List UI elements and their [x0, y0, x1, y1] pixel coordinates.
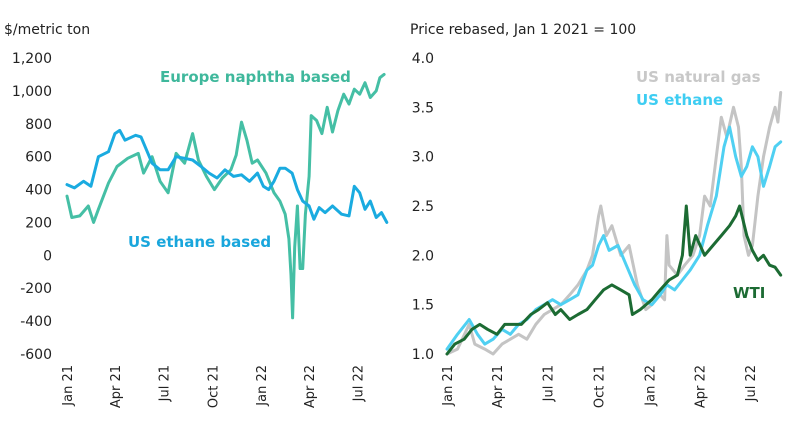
y-tick-label-3-0: 3.0 [412, 150, 434, 166]
y-tick-label-1-200: 1,200 [12, 51, 52, 67]
left-series [65, 72, 389, 320]
right-x-ticks: Jan 21 Apr 21 Jul 21 Oct 21 Jan 22 Apr 22 Jul … [441, 365, 759, 408]
x-tick-label-jul-21: Jul 21 [541, 365, 556, 402]
x-tick-label-jul-21: Jul 21 [157, 365, 172, 402]
series-line-wti [445, 204, 783, 356]
series-line-us-ethane [445, 125, 783, 351]
x-tick-label-jan-21: Jan 21 [441, 365, 456, 407]
right-chart-panel: Price rebased, Jan 1 2021 = 100 4.0 3.5 3.… [410, 22, 783, 408]
x-tick-label-jul-22: Jul 22 [352, 365, 367, 402]
y-tick-label-minus-400: -400 [20, 314, 52, 330]
x-tick-label-jan-22: Jan 22 [644, 365, 659, 407]
x-tick-label-jul-22: Jul 22 [744, 365, 759, 402]
x-tick-label-jan-21: Jan 21 [61, 365, 76, 407]
x-tick-label-oct-21: Oct 21 [593, 365, 608, 408]
series-line-us-natural-gas [445, 91, 783, 356]
left-y-ticks: 1,200 1,000 800 600 400 200 0 -200 -400 -600 [12, 51, 52, 363]
left-x-ticks: Jan 21 Apr 21 Jul 21 Oct 21 Jan 22 Apr 22 Jul … [61, 365, 367, 408]
annotation-europe-naphtha: Europe naphtha based [160, 68, 351, 86]
annotation-us-ethane: US ethane [636, 91, 723, 109]
x-tick-label-apr-22: Apr 22 [303, 365, 318, 408]
annotation-us-natural-gas: US natural gas [636, 68, 761, 86]
y-tick-label-400: 400 [25, 183, 52, 199]
right-y-ticks: 4.0 3.5 3.0 2.5 2.0 1.5 1.0 [412, 51, 434, 363]
y-tick-label-200: 200 [25, 215, 52, 231]
right-series [445, 91, 783, 356]
y-tick-label-1-0: 1.0 [412, 347, 434, 363]
annotation-us-ethane-based: US ethane based [128, 233, 271, 251]
y-tick-label-4-0: 4.0 [412, 51, 434, 67]
y-tick-label-600: 600 [25, 150, 52, 166]
series-line-us-ethane-based [65, 128, 389, 224]
right-unit-label: Price rebased, Jan 1 2021 = 100 [410, 22, 636, 38]
series-line-europe-naphtha-based [65, 72, 386, 320]
y-tick-label-1-5: 1.5 [412, 298, 434, 314]
x-tick-label-apr-21: Apr 21 [491, 365, 506, 408]
y-tick-label-minus-600: -600 [20, 347, 52, 363]
x-tick-label-apr-22: Apr 22 [694, 365, 709, 408]
y-tick-label-0: 0 [43, 248, 52, 264]
y-tick-label-800: 800 [25, 117, 52, 133]
y-tick-label-2-5: 2.5 [412, 199, 434, 215]
y-tick-label-1-000: 1,000 [12, 84, 52, 100]
left-chart-panel: $/metric ton 1,200 1,000 800 600 400 200 0 -200… [4, 22, 389, 408]
x-tick-label-apr-21: Apr 21 [109, 365, 124, 408]
y-tick-label-3-5: 3.5 [412, 100, 434, 116]
left-unit-label: $/metric ton [4, 22, 90, 38]
x-tick-label-jan-22: Jan 22 [255, 365, 270, 407]
x-tick-label-oct-21: Oct 21 [206, 365, 221, 408]
y-tick-label-minus-200: -200 [20, 281, 52, 297]
y-tick-label-2-0: 2.0 [412, 248, 434, 264]
annotation-wti: WTI [733, 284, 765, 302]
